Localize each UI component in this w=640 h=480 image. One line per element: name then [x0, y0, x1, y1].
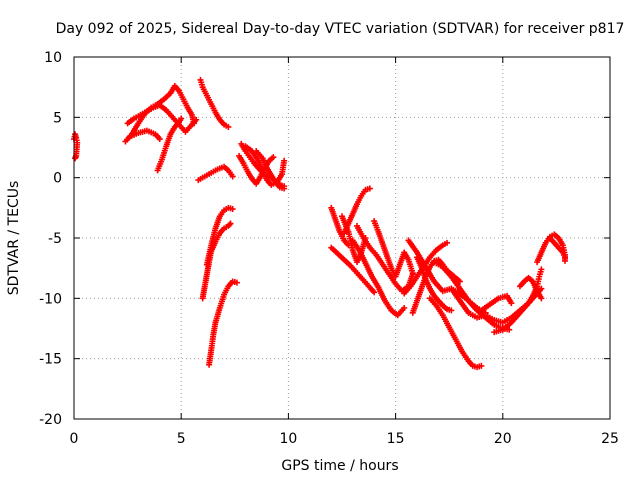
x-tick-label: 0 — [70, 431, 79, 447]
data-track — [154, 115, 185, 174]
y-tick-label: -15 — [39, 352, 62, 368]
data-track — [206, 278, 240, 368]
x-tick-label: 25 — [601, 431, 619, 447]
data-points — [71, 76, 568, 371]
data-point — [281, 185, 288, 192]
data-point — [478, 362, 485, 369]
y-tick-label: -20 — [39, 412, 62, 428]
chart-title: Day 092 of 2025, Sidereal Day-to-day VTE… — [56, 21, 625, 37]
data-track — [236, 152, 277, 187]
x-axis-label: GPS time / hours — [281, 458, 398, 474]
data-point — [72, 155, 79, 162]
data-track — [534, 231, 568, 266]
y-tick-label: 5 — [53, 110, 62, 126]
data-track — [371, 218, 416, 280]
data-point — [233, 279, 240, 286]
data-track — [195, 163, 236, 184]
data-track — [328, 204, 352, 249]
y-tick-label: -10 — [39, 291, 62, 307]
data-track — [516, 274, 545, 302]
data-track — [349, 237, 408, 319]
data-track — [478, 292, 515, 314]
data-track — [341, 185, 373, 237]
data-point — [538, 266, 545, 273]
axis-ticks — [73, 56, 611, 420]
data-point — [193, 116, 200, 123]
data-track — [414, 254, 455, 314]
data-point — [227, 220, 234, 227]
data-point — [538, 285, 545, 292]
data-track — [328, 244, 378, 296]
data-point — [270, 154, 277, 161]
x-tick-labels: 0 5 10 15 20 25 — [70, 431, 619, 447]
data-point — [448, 307, 455, 314]
data-point — [229, 173, 236, 180]
data-track — [203, 204, 236, 268]
data-track — [426, 295, 485, 371]
data-point — [401, 304, 408, 311]
data-track — [354, 222, 416, 295]
data-point — [281, 157, 288, 164]
data-point — [371, 289, 378, 296]
y-tick-label: 0 — [53, 171, 62, 187]
y-axis-label: SDTVAR / TECUs — [6, 181, 22, 296]
data-point — [156, 136, 163, 143]
data-point — [444, 239, 451, 246]
data-point — [561, 254, 568, 261]
data-point — [229, 206, 236, 213]
data-point — [508, 300, 515, 307]
y-tick-label: -5 — [48, 231, 62, 247]
data-point — [225, 123, 232, 130]
data-point — [178, 115, 185, 122]
data-point — [366, 185, 373, 192]
data-track — [71, 131, 81, 162]
data-point — [538, 295, 545, 302]
data-point — [409, 269, 416, 276]
data-track — [197, 76, 232, 130]
y-tick-label: 10 — [44, 50, 62, 66]
y-tick-labels: 10 5 0 -5 -10 -15 -20 — [39, 50, 62, 428]
x-tick-label: 15 — [387, 431, 405, 447]
data-point — [506, 326, 513, 333]
x-tick-label: 10 — [279, 431, 297, 447]
data-track — [242, 143, 288, 188]
x-tick-label: 20 — [494, 431, 512, 447]
data-track — [546, 235, 568, 261]
data-track — [126, 127, 163, 143]
x-tick-label: 5 — [177, 431, 186, 447]
